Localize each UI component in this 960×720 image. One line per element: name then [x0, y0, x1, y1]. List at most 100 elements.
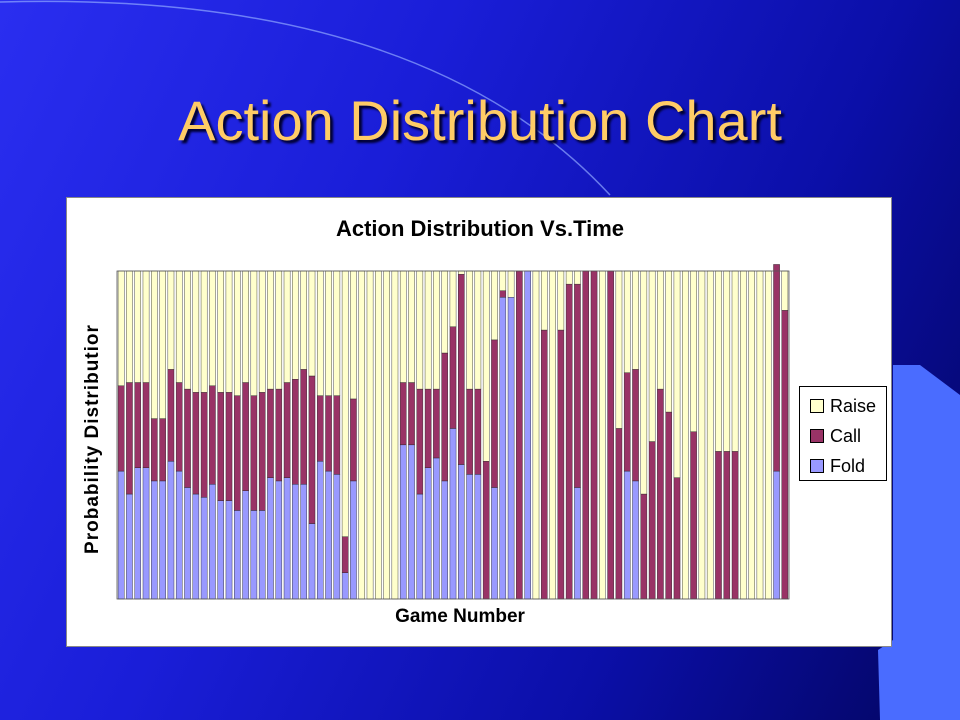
bar-call-70 — [690, 431, 697, 600]
bar-raise-16 — [242, 270, 249, 383]
bar-call-13 — [217, 392, 224, 501]
bar-call-68 — [673, 477, 681, 600]
bar-raise-44 — [474, 270, 482, 390]
bar-raise-9 — [184, 270, 191, 390]
bar-call-73 — [715, 451, 722, 600]
bar-call-46 — [491, 339, 498, 488]
bar-call-3 — [134, 382, 142, 469]
legend-item-raise: Raise — [810, 395, 876, 417]
bar-fold-63 — [632, 480, 639, 600]
bar-raise-43 — [466, 270, 473, 390]
bar-fold-8 — [175, 470, 183, 600]
bar-call-39 — [433, 388, 440, 459]
bar-call-56 — [574, 283, 581, 488]
bar-fold-37 — [416, 493, 424, 600]
bar-call-57 — [582, 270, 590, 600]
bar-call-40 — [441, 352, 448, 482]
bar-call-61 — [615, 428, 623, 600]
bar-fold-23 — [300, 484, 307, 600]
bar-call-19 — [267, 388, 274, 478]
bar-call-15 — [234, 395, 241, 511]
bar-call-2 — [126, 382, 133, 495]
bar-raise-65 — [648, 270, 656, 442]
bar-raise-40 — [441, 270, 448, 354]
bar-fold-36 — [408, 444, 415, 600]
bar-fold-20 — [275, 480, 283, 600]
bar-fold-7 — [167, 461, 175, 600]
bar-call-49 — [516, 270, 523, 600]
bar-raise-42 — [458, 270, 465, 275]
bar-call-42 — [458, 274, 465, 465]
bar-call-66 — [657, 388, 664, 600]
bar-fold-27 — [333, 474, 341, 600]
bar-raise-78 — [756, 270, 764, 600]
bar-fold-16 — [242, 490, 249, 600]
bar-call-8 — [175, 382, 183, 472]
bar-call-18 — [258, 392, 266, 511]
bar-fold-4 — [142, 467, 150, 600]
bar-raise-41 — [449, 270, 457, 327]
bar-fold-40 — [441, 480, 448, 600]
bar-call-6 — [159, 418, 166, 482]
legend-label-call: Call — [830, 425, 862, 446]
bar-raise-47 — [499, 270, 507, 291]
bar-call-67 — [665, 411, 672, 600]
bar-call-23 — [300, 369, 307, 485]
bar-raise-81 — [781, 270, 789, 311]
bar-call-1 — [117, 385, 125, 472]
bar-fold-14 — [225, 500, 233, 600]
bar-raise-36 — [408, 270, 415, 383]
bar-raise-18 — [258, 270, 266, 393]
bar-raise-79 — [764, 270, 772, 600]
legend-swatch-fold — [810, 459, 824, 473]
bar-call-36 — [408, 382, 415, 446]
bar-raise-15 — [234, 270, 241, 396]
bar-call-62 — [623, 372, 631, 472]
bar-raise-75 — [731, 270, 739, 452]
bar-raise-46 — [491, 270, 498, 341]
bar-raise-8 — [175, 270, 183, 383]
bar-fold-13 — [217, 500, 224, 600]
bar-call-12 — [209, 385, 216, 485]
bar-raise-19 — [267, 270, 274, 390]
bar-call-4 — [142, 382, 150, 469]
bar-raise-35 — [399, 270, 407, 383]
bar-call-80 — [773, 264, 780, 472]
bar-call-9 — [184, 388, 191, 488]
chart-legend: Raise Call Fold — [799, 386, 887, 481]
bar-call-38 — [424, 388, 432, 469]
bar-raise-76 — [740, 270, 747, 600]
bar-call-35 — [399, 382, 407, 446]
bar-call-63 — [632, 369, 639, 482]
bar-fold-5 — [151, 480, 158, 600]
bar-call-29 — [350, 398, 357, 482]
bar-call-81 — [781, 310, 789, 600]
bar-fold-46 — [491, 487, 498, 600]
bar-raise-13 — [217, 270, 224, 393]
bar-raise-1 — [117, 270, 125, 387]
legend-item-fold: Fold — [810, 455, 865, 477]
bar-call-52 — [540, 329, 548, 600]
bar-call-10 — [192, 392, 200, 495]
bar-raise-4 — [142, 270, 150, 383]
bar-raise-45 — [482, 270, 490, 462]
bar-raise-33 — [383, 270, 390, 600]
bar-fold-3 — [134, 467, 142, 600]
bar-raise-54 — [557, 270, 565, 331]
bar-raise-34 — [391, 270, 399, 600]
bar-raise-73 — [715, 270, 722, 452]
bar-raise-69 — [682, 270, 689, 600]
bar-raise-21 — [283, 270, 291, 383]
bar-raise-55 — [565, 270, 573, 285]
bar-fold-35 — [399, 444, 407, 600]
bar-raise-23 — [300, 270, 307, 370]
bar-fold-25 — [316, 461, 324, 600]
chart-area: Action Distribution Vs.Time Probability … — [66, 197, 892, 647]
chart-title: Action Distribution Vs.Time — [335, 216, 625, 241]
bar-call-11 — [200, 392, 208, 498]
bar-raise-68 — [673, 270, 681, 478]
bar-raise-72 — [706, 270, 714, 600]
bar-raise-22 — [292, 270, 299, 380]
bar-fold-1 — [117, 470, 125, 600]
